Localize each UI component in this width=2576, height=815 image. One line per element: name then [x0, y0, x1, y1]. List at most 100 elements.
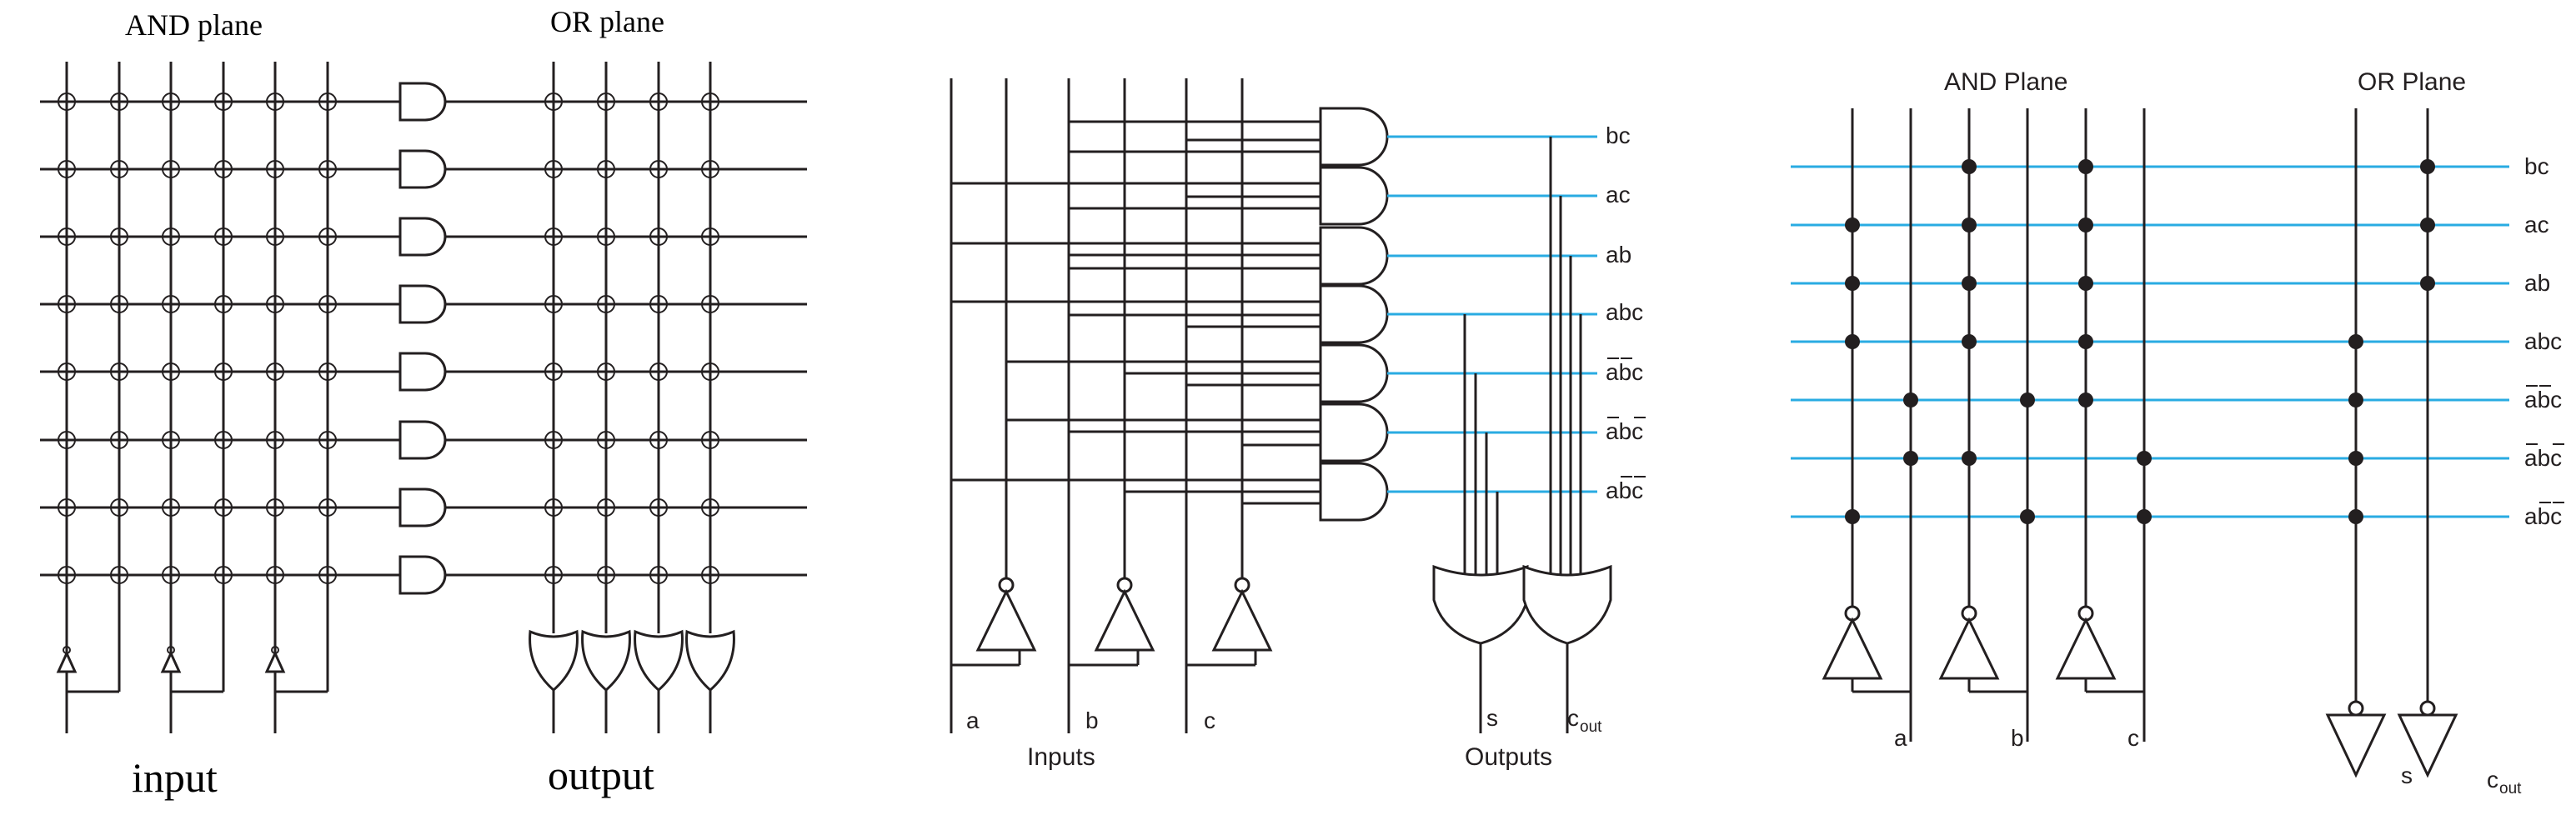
crosspoint-circle	[58, 566, 76, 584]
inputs-caption: Inputs	[1027, 743, 1095, 771]
crosspoint-circle	[58, 228, 76, 246]
inversion-bubble	[2419, 700, 2436, 717]
crosspoint-circle	[544, 295, 563, 313]
crosspoint-circle	[649, 498, 668, 517]
and-gate	[398, 82, 447, 122]
and-plane-label: AND Plane	[1944, 68, 2067, 96]
crosspoint-circle	[110, 92, 128, 111]
crosspoint-circle	[701, 566, 719, 584]
term-label-ac: ac	[2524, 212, 2549, 238]
inverter	[1211, 588, 1273, 652]
crosspoint-circle	[214, 92, 233, 111]
crosspoint-circle	[544, 92, 563, 111]
crosspoint-circle	[58, 498, 76, 517]
crosspoint-circle	[58, 431, 76, 449]
term-label-a-bar-b-c-bar: abc	[1606, 418, 1643, 444]
term-label-a-bar-b-c-bar: abc	[2524, 445, 2562, 471]
input-label-c: c	[1204, 708, 1215, 733]
connection-dot	[1962, 334, 1977, 349]
crosspoint-circle	[162, 362, 180, 381]
term-label-a-bar-b-bar-c: abc	[1606, 359, 1643, 385]
crosspoint-circle	[110, 498, 128, 517]
output-label-cout: c out	[1567, 705, 1602, 736]
panel-full-adder-gates: bc ac ab abc abc abc abc a b c Inputs Ou…	[950, 78, 1646, 771]
crosspoint-circle	[597, 566, 615, 584]
connection-dot	[2420, 159, 2435, 174]
crosspoint-circle	[58, 362, 76, 381]
connection-dot	[2137, 451, 2152, 466]
connection-dots	[1845, 159, 2435, 524]
term-labels: bc ac ab abc abc abc abc	[1606, 122, 1643, 503]
and-gate	[398, 284, 447, 324]
crosspoint-circle	[544, 228, 563, 246]
crosspoint-circle	[266, 92, 284, 111]
connection-dot	[1845, 276, 1860, 291]
and-gate	[1319, 462, 1389, 522]
or-gate-row	[529, 629, 735, 733]
input-label-c: c	[2127, 725, 2139, 751]
crosspoint-circle	[162, 160, 180, 178]
input-label-b: b	[2011, 725, 2024, 751]
input-inverters	[951, 577, 1273, 667]
crosspoint-circle	[597, 498, 615, 517]
crosspoint-circle	[162, 92, 180, 111]
connection-dot	[1903, 451, 1918, 466]
output-inverter	[2397, 713, 2458, 778]
crosspoint-circle	[110, 566, 128, 584]
connection-dot	[2078, 392, 2093, 408]
crosspoint-circle	[214, 295, 233, 313]
and-gate	[398, 149, 447, 189]
term-labels: bc ac ab abc abc abc abc	[2524, 153, 2562, 529]
connection-dot	[1962, 159, 1977, 174]
and-gate	[398, 352, 447, 392]
crosspoint-circle	[214, 160, 233, 178]
inverter	[1094, 588, 1155, 652]
connection-dot	[2078, 159, 2093, 174]
crosspoint-circle	[214, 362, 233, 381]
connection-dot	[2078, 276, 2093, 291]
inversion-bubble	[63, 646, 71, 654]
and-gate	[398, 488, 447, 528]
crosspoint-circle	[266, 498, 284, 517]
crosspoint-circle	[162, 228, 180, 246]
buffer	[264, 650, 286, 673]
crosspoint-circle	[110, 228, 128, 246]
input-buffers	[56, 646, 328, 733]
crosspoint-circle	[110, 295, 128, 313]
or-gate-s	[1432, 564, 1529, 645]
overbars	[1607, 358, 1646, 478]
crosspoint-circle	[701, 295, 719, 313]
overbars	[2526, 385, 2564, 503]
crosspoint-circle	[214, 431, 233, 449]
connection-dot	[2137, 509, 2152, 524]
buffer	[160, 650, 182, 673]
crosspoint-circle	[110, 362, 128, 381]
connection-dot	[2020, 509, 2035, 524]
crosspoint-circle	[597, 228, 615, 246]
crosspoint-circle	[58, 92, 76, 111]
svg-text:c: c	[1567, 705, 1579, 731]
crosspoint-circle	[597, 295, 615, 313]
crosspoint-circle	[597, 431, 615, 449]
svg-text:out: out	[2499, 780, 2522, 798]
input-label-a: a	[966, 708, 980, 733]
and-gate	[398, 555, 447, 595]
and-gate	[1319, 402, 1389, 462]
crosspoint-circle	[544, 362, 563, 381]
and-gate	[1319, 166, 1389, 226]
crosspoint-circle	[701, 92, 719, 111]
connection-dot	[1845, 334, 1860, 349]
crosspoint-circle	[266, 160, 284, 178]
or-plane-label: OR Plane	[2358, 68, 2466, 96]
term-label-abc: abc	[1606, 299, 1643, 325]
connection-dot	[2420, 276, 2435, 291]
term-label-a-b-bar-c-bar: abc	[2524, 503, 2562, 529]
crosspoint-circle	[318, 92, 337, 111]
connection-dot	[2420, 218, 2435, 232]
crosspoint-circle	[318, 362, 337, 381]
crosspoint-circle	[649, 566, 668, 584]
and-plane-label: AND plane	[125, 8, 263, 42]
crosspoint-circle	[597, 362, 615, 381]
crosspoint-circle	[649, 160, 668, 178]
connection-dot	[2348, 392, 2363, 408]
